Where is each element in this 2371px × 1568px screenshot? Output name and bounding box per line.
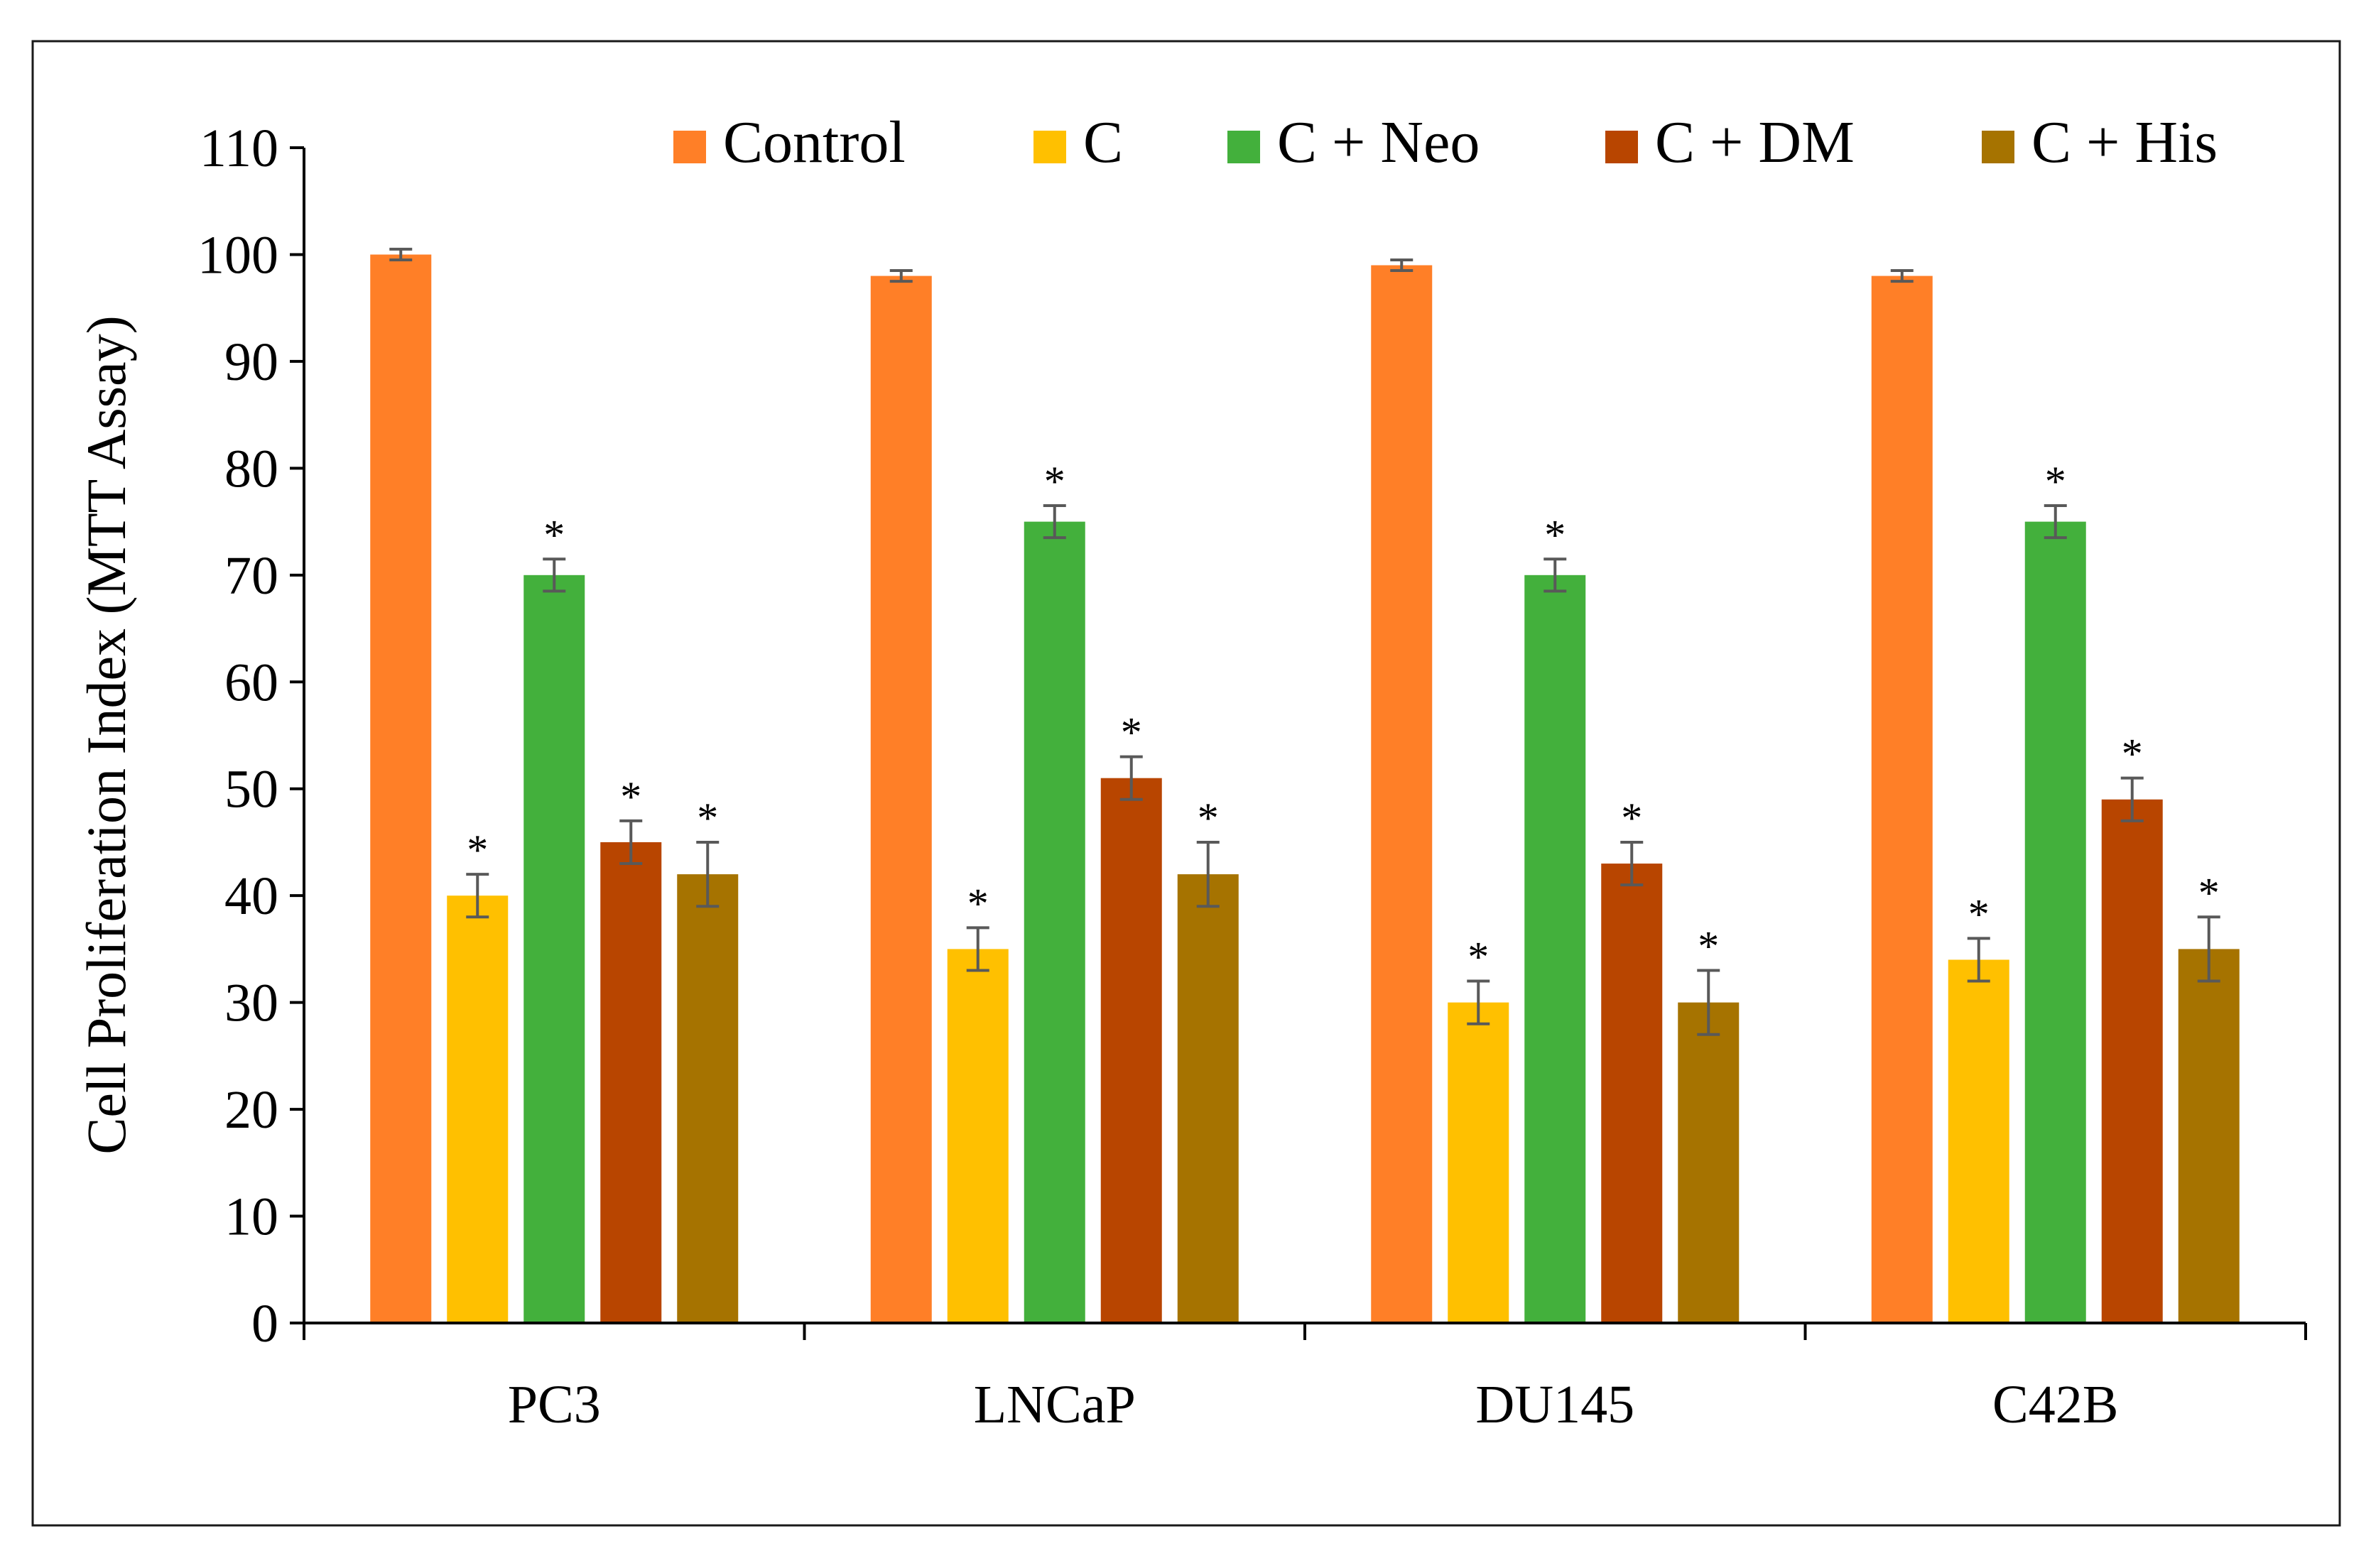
x-category-label: DU145 xyxy=(1475,1375,1634,1434)
y-tick-label: 10 xyxy=(224,1187,278,1247)
bar xyxy=(1024,521,1085,1324)
bar xyxy=(370,254,432,1323)
y-tick-label: 80 xyxy=(224,439,278,499)
bar xyxy=(947,949,1009,1323)
legend-swatch xyxy=(1033,131,1066,163)
bar xyxy=(1948,959,2009,1323)
significance-marker: * xyxy=(2122,731,2143,778)
significance-marker: * xyxy=(967,880,989,927)
legend-label: C xyxy=(1083,109,1123,175)
y-tick-label: 110 xyxy=(200,119,278,178)
bar xyxy=(1100,778,1162,1323)
y-tick-label: 90 xyxy=(224,332,278,392)
bar xyxy=(600,842,662,1323)
legend-label: C + His xyxy=(2031,109,2218,175)
bar xyxy=(2101,799,2163,1323)
significance-marker: * xyxy=(1698,923,1719,970)
bar xyxy=(1678,1002,1740,1323)
legend-label: C + Neo xyxy=(1277,109,1480,175)
significance-marker: * xyxy=(1467,934,1489,981)
significance-marker: * xyxy=(1044,458,1065,505)
x-category-label: C42B xyxy=(1992,1375,2118,1434)
legend-label: C + DM xyxy=(1655,109,1855,175)
significance-marker: * xyxy=(2198,869,2220,916)
bar xyxy=(1601,864,1663,1323)
significance-marker: * xyxy=(1968,891,1990,937)
significance-marker: * xyxy=(543,511,565,558)
y-tick-label: 0 xyxy=(251,1294,278,1354)
legend-label: Control xyxy=(723,109,906,175)
significance-marker: * xyxy=(620,773,641,820)
bar xyxy=(1524,575,1586,1324)
bar xyxy=(2178,949,2240,1323)
significance-marker: * xyxy=(2045,458,2066,505)
bar xyxy=(1371,265,1433,1323)
bar xyxy=(2024,521,2086,1324)
significance-marker: * xyxy=(1544,511,1566,558)
bars-layer: * * * * * * * * * * * * * * * * xyxy=(370,247,2240,1324)
legend: Control C C + Neo C + DM C + His xyxy=(673,109,2218,175)
bar xyxy=(1448,1002,1509,1323)
significance-marker: * xyxy=(1621,795,1642,842)
legend-swatch xyxy=(1982,131,2014,163)
legend-swatch xyxy=(1227,131,1260,163)
y-tick-label: 40 xyxy=(224,866,278,926)
significance-marker: * xyxy=(1121,709,1142,756)
axes-layer: 0 10 20 30 40 50 60 70 80 90 100 110 PC3 LNCaP DU145 C4… xyxy=(197,119,2307,1434)
legend-swatch xyxy=(1605,131,1638,163)
bar xyxy=(523,575,585,1324)
bar xyxy=(1871,276,1933,1324)
y-axis-title: Cell Proliferation Index (MTT Assay) xyxy=(75,315,137,1154)
x-category-label: PC3 xyxy=(508,1375,601,1434)
significance-marker: * xyxy=(697,795,718,842)
y-tick-label: 20 xyxy=(224,1080,278,1140)
legend-swatch xyxy=(673,131,706,163)
significance-marker: * xyxy=(467,827,488,873)
bar xyxy=(677,874,739,1323)
bar xyxy=(870,276,932,1324)
y-tick-label: 50 xyxy=(224,760,278,820)
significance-marker: * xyxy=(1198,795,1219,842)
bar xyxy=(447,895,509,1323)
x-category-label: LNCaP xyxy=(974,1375,1136,1434)
bar xyxy=(1177,874,1239,1323)
y-tick-label: 100 xyxy=(197,225,278,285)
y-tick-label: 70 xyxy=(224,546,278,606)
y-tick-label: 60 xyxy=(224,653,278,712)
y-tick-label: 30 xyxy=(224,974,278,1033)
